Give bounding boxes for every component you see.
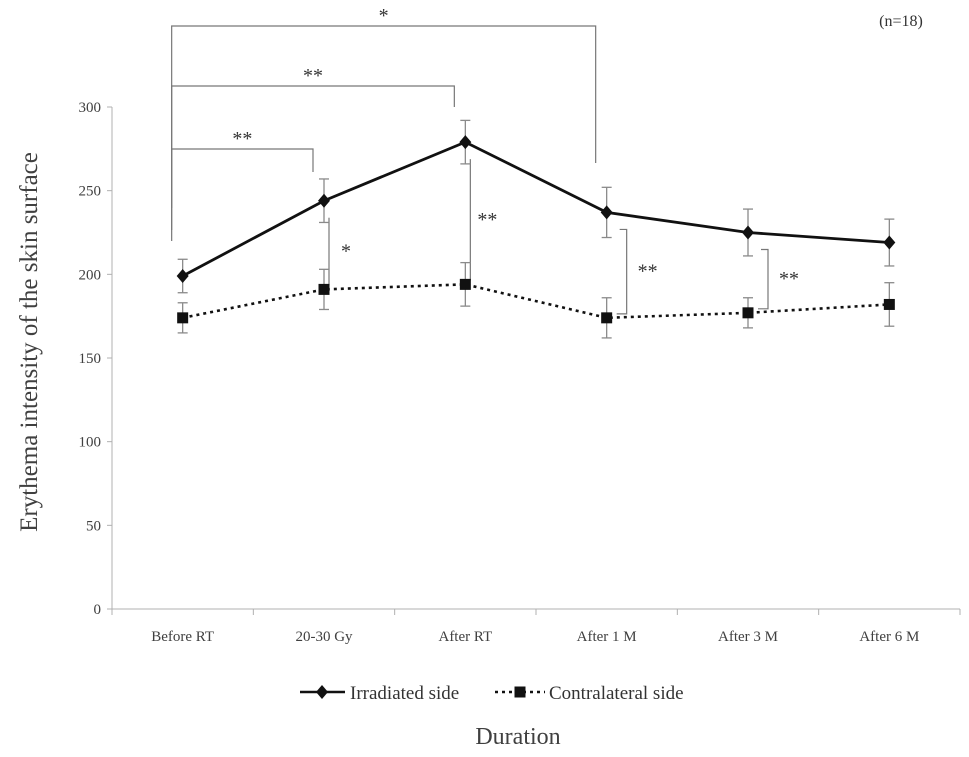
y-tick-label: 200 bbox=[79, 267, 102, 283]
data-point bbox=[318, 193, 330, 208]
data-point bbox=[742, 307, 754, 319]
legend: Irradiated side Contralateral side bbox=[300, 683, 684, 704]
y-tick-label: 150 bbox=[79, 351, 102, 367]
data-point bbox=[742, 225, 754, 240]
legend-label: Contralateral side bbox=[549, 683, 684, 704]
x-tick-label: After 3 M bbox=[718, 629, 778, 645]
x-tick-label: After 6 M bbox=[859, 629, 919, 645]
y-tick-label: 0 bbox=[94, 602, 102, 618]
legend-item-irradiated: Irradiated side bbox=[300, 683, 459, 704]
y-tick-label: 300 bbox=[79, 100, 102, 116]
significance-brackets: ********** ** bbox=[171, 5, 799, 315]
y-axis-label: Erythema intensity of the skin surface bbox=[16, 152, 43, 532]
data-point bbox=[601, 312, 613, 324]
x-axis-label: Duration bbox=[475, 724, 560, 750]
series-line bbox=[182, 140, 890, 278]
data-point bbox=[459, 278, 471, 290]
series-contralateral bbox=[177, 261, 895, 339]
significance-bracket bbox=[758, 248, 769, 310]
significance-label: ** bbox=[303, 65, 323, 87]
significance-label: * bbox=[379, 5, 389, 27]
legend-marker bbox=[316, 685, 328, 699]
y-tick-label: 50 bbox=[86, 518, 101, 534]
data-point bbox=[883, 298, 895, 310]
legend-item-contralateral: Contralateral side bbox=[495, 683, 684, 704]
x-tick-label: 20-30 Gy bbox=[295, 629, 353, 645]
y-tick-label: 100 bbox=[79, 435, 102, 451]
x-axis: Before RT 20-30 Gy After RT After 1 M After … bbox=[111, 608, 961, 645]
x-tick-label: Before RT bbox=[151, 629, 214, 645]
significance-label: ** bbox=[232, 128, 252, 150]
data-point bbox=[176, 269, 189, 284]
series-irradiated bbox=[176, 119, 896, 294]
data-point bbox=[883, 235, 896, 250]
significance-label: * bbox=[341, 241, 351, 263]
y-axis: 0 50 100 150 200 250 300 bbox=[79, 100, 113, 618]
legend-marker bbox=[514, 686, 526, 698]
legend-label: Irradiated side bbox=[350, 683, 459, 704]
x-tick-label: After 1 M bbox=[577, 629, 637, 645]
significance-label: ** bbox=[638, 261, 658, 283]
significance-bracket bbox=[616, 228, 628, 315]
data-point bbox=[177, 312, 189, 324]
sample-size-note: (n=18) bbox=[879, 13, 923, 30]
series-layer bbox=[176, 119, 896, 339]
data-point bbox=[459, 135, 472, 150]
data-point bbox=[318, 283, 330, 295]
y-tick-label: 250 bbox=[79, 184, 102, 200]
series-line bbox=[182, 283, 890, 320]
significance-bracket bbox=[171, 148, 314, 208]
significance-label: ** bbox=[779, 268, 799, 290]
data-point bbox=[600, 205, 613, 220]
significance-label: ** bbox=[477, 209, 497, 231]
x-tick-label: After RT bbox=[438, 629, 492, 645]
